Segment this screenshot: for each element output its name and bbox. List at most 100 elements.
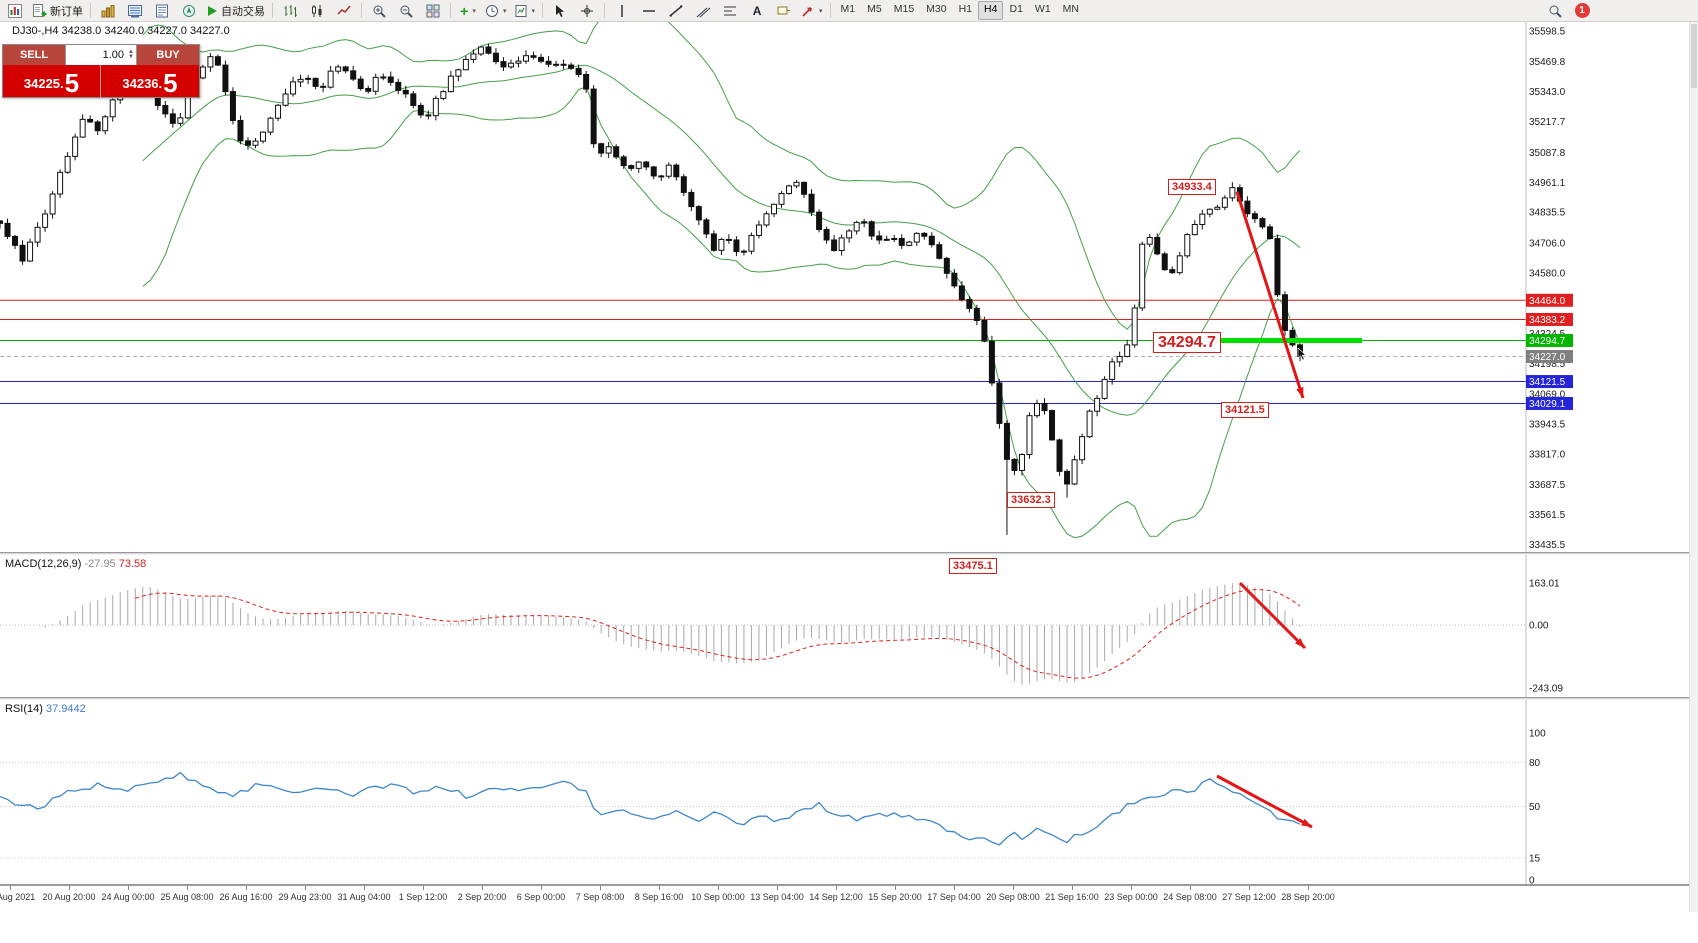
volume-input[interactable] bbox=[78, 48, 127, 62]
timeframe-mn-button[interactable]: MN bbox=[1062, 3, 1080, 15]
svg-text:80: 80 bbox=[1529, 758, 1541, 769]
scrollbar-thumb[interactable] bbox=[1691, 24, 1697, 88]
time-label: 26 Aug 16:00 bbox=[219, 892, 273, 902]
crosshair-button[interactable] bbox=[574, 1, 600, 21]
ohlc-bars-icon bbox=[283, 4, 298, 18]
time-label: 8 Sep 16:00 bbox=[634, 892, 684, 902]
time-label: 25 Aug 08:00 bbox=[160, 892, 214, 902]
notifications-button[interactable]: 1 bbox=[1569, 1, 1595, 21]
time-tick bbox=[1308, 886, 1309, 890]
fibonacci-button[interactable] bbox=[717, 1, 743, 21]
buy-price[interactable]: 34236. 5 bbox=[122, 68, 178, 98]
channel-button[interactable] bbox=[690, 1, 716, 21]
buy-button[interactable]: BUY bbox=[137, 45, 199, 65]
macd-chart: 163.01 0.00 -243.09 bbox=[0, 555, 1563, 697]
macd-panel[interactable]: 163.01 0.00 -243.09 MACD(12,26,9) -27.95 7… bbox=[0, 555, 1698, 697]
volume-field: ▲▼ bbox=[65, 45, 137, 65]
panel-separator[interactable] bbox=[0, 552, 1698, 555]
price-annotation: 33632.3 bbox=[1007, 492, 1055, 508]
svg-text:33561.5: 33561.5 bbox=[1529, 510, 1566, 521]
search-button[interactable] bbox=[1542, 1, 1568, 21]
text-label-button[interactable] bbox=[771, 1, 797, 21]
toolbar: 新订单 自动交易 bbox=[0, 0, 1698, 22]
time-label: 24 Sep 08:00 bbox=[1163, 892, 1217, 902]
time-tick bbox=[10, 886, 11, 890]
time-tick bbox=[482, 886, 483, 890]
timeframe-m1-button[interactable]: M1 bbox=[840, 3, 856, 15]
indicators-button[interactable]: + ▾ bbox=[455, 1, 481, 21]
bar-chart-button[interactable] bbox=[277, 1, 303, 21]
timeframe-m15-button[interactable]: M15 bbox=[893, 3, 915, 15]
market-watch-icon bbox=[128, 4, 142, 18]
vertical-scrollbar[interactable] bbox=[1689, 22, 1698, 912]
time-label: 20 Sep 08:00 bbox=[986, 892, 1040, 902]
timeframe-m5-button[interactable]: M5 bbox=[867, 3, 882, 15]
navigator-button[interactable] bbox=[176, 1, 202, 21]
template-icon bbox=[514, 4, 528, 18]
svg-text:34580.0: 34580.0 bbox=[1529, 268, 1566, 279]
time-tick bbox=[128, 886, 129, 890]
cursor-icon bbox=[554, 4, 566, 18]
mouse-cursor bbox=[1297, 348, 1309, 362]
time-tick bbox=[836, 886, 837, 890]
search-icon bbox=[1548, 4, 1562, 18]
periods-button[interactable]: ▾ bbox=[482, 1, 510, 21]
time-label: 17 Sep 04:00 bbox=[927, 892, 981, 902]
trendline-icon bbox=[669, 4, 683, 18]
rsi-panel[interactable]: 100 80 50 15 0 RSI(14) 37.9442 bbox=[0, 700, 1698, 884]
svg-text:34383.2: 34383.2 bbox=[1529, 315, 1566, 326]
time-tick bbox=[1190, 886, 1191, 890]
vertical-line-button[interactable] bbox=[609, 1, 635, 21]
new-order-icon bbox=[32, 3, 47, 18]
time-tick bbox=[423, 886, 424, 890]
timeframe-m30-button[interactable]: M30 bbox=[926, 3, 947, 15]
horizontal-line-icon bbox=[642, 6, 656, 16]
notification-badge: 1 bbox=[1574, 3, 1590, 18]
panel-separator[interactable] bbox=[0, 697, 1698, 700]
zoom-in-button[interactable] bbox=[366, 1, 392, 21]
market-watch-button[interactable] bbox=[122, 1, 148, 21]
autotrading-button[interactable]: 自动交易 bbox=[203, 1, 268, 21]
time-label: 19 Aug 2021 bbox=[0, 892, 36, 902]
sell-price[interactable]: 34225. 5 bbox=[3, 65, 101, 97]
timeframe-h4-button[interactable]: H4 bbox=[978, 1, 1004, 20]
macd-signal-line bbox=[135, 589, 1301, 679]
cursor-button[interactable] bbox=[547, 1, 573, 21]
rsi-chart: 100 80 50 15 0 bbox=[0, 700, 1546, 884]
new-chart-button[interactable] bbox=[95, 1, 121, 21]
main-chart-panel[interactable]: 35598.5 35469.8 35343.0 35217.7 35087.8 34961… bbox=[0, 22, 1698, 574]
sell-button[interactable]: SELL bbox=[3, 45, 65, 65]
fibonacci-icon bbox=[723, 4, 737, 18]
svg-text:34121.5: 34121.5 bbox=[1529, 377, 1566, 388]
horizontal-line-button[interactable] bbox=[636, 1, 662, 21]
time-tick bbox=[1072, 886, 1073, 890]
svg-text:34706.0: 34706.0 bbox=[1529, 238, 1566, 249]
templates-button[interactable]: ▾ bbox=[511, 1, 539, 21]
spinner-down-icon[interactable]: ▼ bbox=[128, 54, 134, 60]
svg-text:34227.0: 34227.0 bbox=[1529, 352, 1566, 363]
zoom-out-button[interactable] bbox=[393, 1, 419, 21]
candlestick-chart-button[interactable] bbox=[304, 1, 330, 21]
text-button[interactable]: A bbox=[744, 1, 770, 21]
gold-bars-icon bbox=[101, 4, 115, 18]
time-label: 13 Sep 04:00 bbox=[750, 892, 804, 902]
timeframe-d1-button[interactable]: D1 bbox=[1009, 3, 1023, 15]
svg-text:100: 100 bbox=[1529, 729, 1546, 740]
spinner-up-icon[interactable]: ▲ bbox=[128, 49, 134, 55]
tile-windows-button[interactable] bbox=[420, 1, 446, 21]
text-icon: A bbox=[752, 3, 762, 18]
volume-spinner[interactable]: ▲ ▼ bbox=[128, 49, 134, 60]
arrows-button[interactable]: ▾ bbox=[798, 1, 826, 21]
timeframe-h1-button[interactable]: H1 bbox=[958, 3, 973, 15]
new-order-button[interactable]: 新订单 bbox=[29, 1, 86, 21]
data-window-button[interactable] bbox=[149, 1, 175, 21]
line-chart-button[interactable] bbox=[331, 1, 357, 21]
svg-text:35598.5: 35598.5 bbox=[1529, 27, 1566, 38]
channel-icon bbox=[696, 4, 711, 18]
svg-text:163.01: 163.01 bbox=[1529, 579, 1560, 590]
timeframe-w1-button[interactable]: W1 bbox=[1034, 3, 1051, 15]
time-label: 29 Aug 23:00 bbox=[278, 892, 332, 902]
trendline-button[interactable] bbox=[663, 1, 689, 21]
svg-text:34294.7: 34294.7 bbox=[1529, 336, 1566, 347]
clock-icon bbox=[485, 4, 499, 18]
